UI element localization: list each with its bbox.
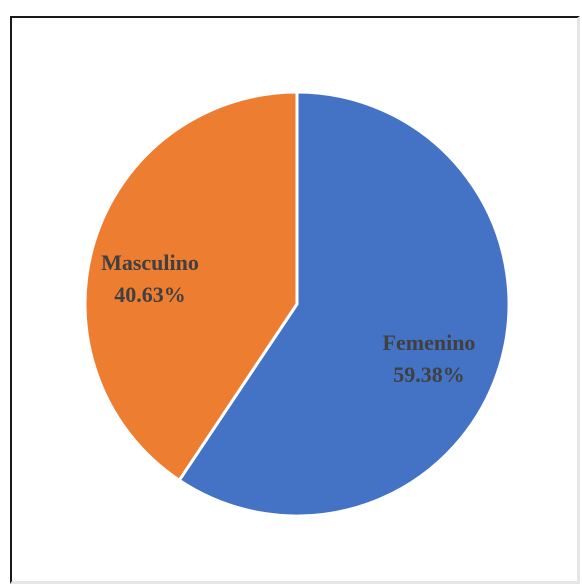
pie-slice-masculino	[83, 90, 299, 482]
slice-label-name-masculino: Masculino	[101, 250, 199, 275]
pie-chart: Femenino 59.38% Masculino 40.63%	[83, 90, 511, 518]
slice-label-value-masculino: 40.63%	[114, 282, 186, 307]
pie-slices	[83, 90, 511, 518]
pie-labels: Femenino 59.38% Masculino 40.63%	[101, 250, 475, 387]
slice-label-value-femenino: 59.38%	[393, 362, 465, 387]
chart-frame: Femenino 59.38% Masculino 40.63%	[10, 16, 580, 584]
slice-label-name-femenino: Femenino	[383, 330, 476, 355]
pie-slice-femenino	[177, 90, 511, 518]
